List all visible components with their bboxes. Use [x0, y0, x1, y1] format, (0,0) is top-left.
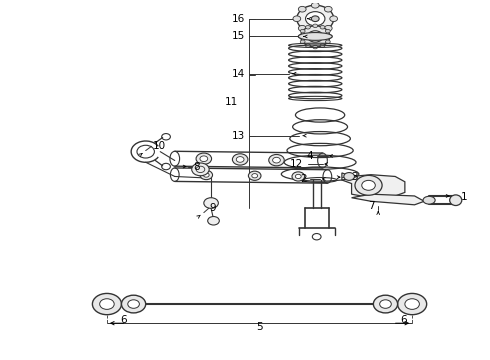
Circle shape: [306, 44, 310, 48]
Text: 10: 10: [153, 141, 166, 150]
Circle shape: [293, 16, 301, 22]
Text: 2: 2: [300, 174, 307, 184]
Circle shape: [405, 299, 419, 309]
Circle shape: [325, 40, 330, 44]
Circle shape: [295, 174, 301, 179]
Circle shape: [232, 154, 248, 165]
Circle shape: [298, 6, 306, 12]
Circle shape: [311, 3, 319, 8]
Circle shape: [324, 26, 332, 31]
Circle shape: [200, 156, 208, 162]
Circle shape: [252, 174, 258, 178]
Circle shape: [196, 153, 212, 165]
Text: 3: 3: [352, 172, 358, 182]
Text: 1: 1: [461, 192, 467, 202]
Circle shape: [236, 157, 244, 162]
Circle shape: [248, 171, 261, 180]
Text: 14: 14: [232, 69, 245, 79]
Circle shape: [325, 30, 330, 33]
Ellipse shape: [450, 195, 462, 206]
Circle shape: [203, 173, 209, 177]
Circle shape: [93, 293, 122, 315]
Text: 9: 9: [210, 203, 216, 213]
Text: 8: 8: [193, 162, 200, 171]
Text: 12: 12: [290, 159, 303, 169]
Polygon shape: [342, 173, 405, 198]
Circle shape: [313, 24, 318, 28]
Circle shape: [99, 299, 114, 309]
Circle shape: [320, 26, 325, 29]
Polygon shape: [352, 194, 424, 205]
Circle shape: [320, 44, 325, 48]
Circle shape: [301, 26, 330, 47]
Circle shape: [300, 40, 305, 44]
Text: 5: 5: [256, 322, 263, 332]
Circle shape: [297, 5, 334, 32]
Circle shape: [306, 12, 325, 26]
Circle shape: [362, 180, 375, 190]
Circle shape: [324, 6, 332, 12]
Circle shape: [308, 31, 323, 42]
Text: 6: 6: [401, 315, 407, 325]
Circle shape: [128, 300, 139, 308]
Circle shape: [313, 45, 318, 49]
Ellipse shape: [344, 172, 354, 180]
Circle shape: [397, 293, 427, 315]
Text: 11: 11: [224, 97, 238, 107]
Circle shape: [292, 172, 305, 181]
Circle shape: [355, 175, 382, 195]
Text: 4: 4: [306, 151, 313, 161]
Circle shape: [327, 35, 332, 38]
Circle shape: [192, 163, 209, 176]
Circle shape: [306, 26, 310, 29]
Circle shape: [122, 295, 146, 313]
Circle shape: [204, 198, 219, 208]
Circle shape: [298, 26, 306, 31]
Circle shape: [373, 295, 397, 313]
Text: 15: 15: [232, 31, 245, 41]
Ellipse shape: [298, 32, 332, 40]
Text: 6: 6: [121, 315, 127, 325]
Circle shape: [269, 154, 284, 166]
Text: 16: 16: [232, 14, 245, 24]
Circle shape: [330, 16, 338, 22]
Circle shape: [208, 216, 220, 225]
Text: 7: 7: [368, 201, 375, 211]
Circle shape: [272, 157, 280, 163]
Circle shape: [200, 170, 213, 180]
Circle shape: [380, 300, 392, 308]
Circle shape: [311, 16, 319, 22]
Circle shape: [311, 30, 319, 35]
Circle shape: [298, 35, 303, 38]
Circle shape: [300, 30, 305, 33]
Text: 13: 13: [232, 131, 245, 141]
Ellipse shape: [423, 196, 435, 204]
